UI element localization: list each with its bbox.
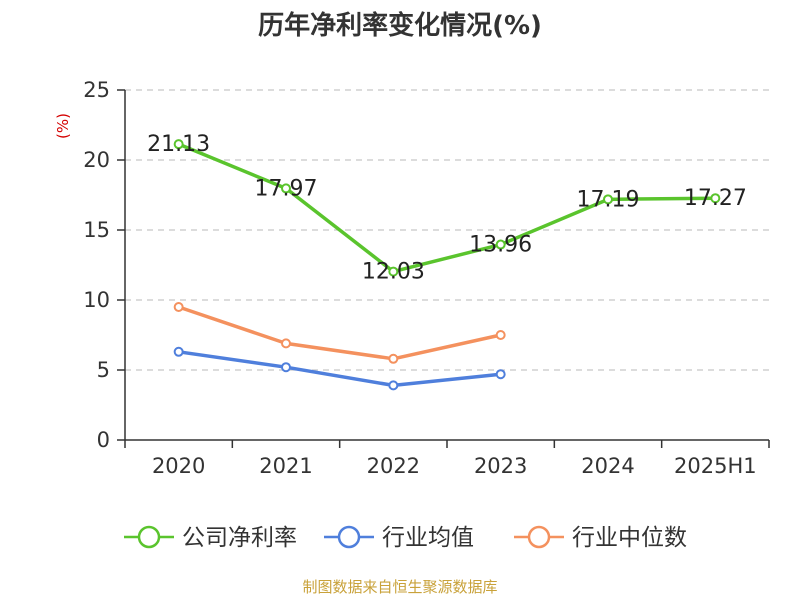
data-label: 12.03	[362, 260, 425, 285]
x-tick-label: 2021	[259, 454, 312, 478]
data-point	[388, 353, 399, 364]
y-tick-label: 0	[97, 428, 110, 452]
data-point	[603, 194, 613, 205]
y-tick-label: 25	[83, 78, 110, 102]
data-point	[173, 302, 184, 312]
data-point	[388, 266, 399, 277]
data-point	[388, 380, 399, 391]
grid	[125, 89, 769, 371]
legend: 公司净利率 行业均值 行业中位数	[124, 525, 687, 551]
data-point	[281, 362, 291, 373]
x-tick-label: 2023	[474, 454, 527, 478]
x-tick-label: 2020	[152, 454, 205, 478]
data-point	[495, 369, 506, 380]
data-labels: 21.13 17.97 12.03 13.96 17.19 17.27	[147, 132, 747, 284]
legend-marker-icon	[337, 525, 361, 549]
x-tick-label: 2022	[367, 454, 420, 478]
data-label: 17.97	[255, 176, 318, 201]
chart-title: 历年净利率变化情况(%)	[258, 10, 542, 41]
data-point	[173, 346, 184, 357]
legend-label: 公司净利率	[182, 525, 297, 551]
y-tick-label: 5	[97, 358, 110, 382]
data-point	[281, 338, 291, 349]
x-tick-label: 2025H1	[674, 454, 757, 478]
y-tick-label: 10	[83, 288, 110, 312]
series-line	[176, 350, 503, 388]
series-lines	[173, 139, 721, 391]
legend-marker-icon	[137, 525, 161, 549]
y-axis-label: (%)	[54, 113, 72, 139]
x-tick-label: 2024	[581, 454, 634, 478]
data-label: 13.96	[469, 233, 532, 258]
data-label: 21.13	[147, 132, 210, 157]
series-line	[176, 142, 718, 274]
data-point	[495, 239, 506, 250]
y-tick-label: 15	[83, 218, 110, 242]
legend-label: 行业中位数	[572, 525, 687, 551]
series-line	[176, 305, 503, 361]
data-label: 17.27	[684, 186, 747, 211]
data-point	[495, 330, 506, 340]
y-tick-label: 20	[83, 148, 110, 172]
legend-marker-icon	[527, 525, 551, 549]
data-point	[710, 193, 721, 204]
legend-label: 行业均值	[382, 525, 474, 551]
data-point	[281, 183, 291, 194]
data-label: 17.19	[577, 187, 640, 212]
axes: 0 5 10 15 20 25 2020 2021 2022 2023 2024 2025H1	[83, 78, 770, 478]
source-note: 制图数据来自恒生聚源数据库	[302, 578, 497, 596]
data-point	[173, 139, 184, 150]
